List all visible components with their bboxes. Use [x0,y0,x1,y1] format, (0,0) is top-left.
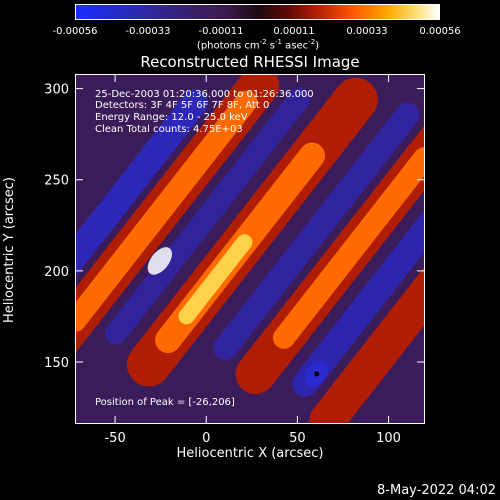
y-tick-label: 200 [44,265,69,280]
y-axis-label: Heliocentric Y (arcsec) [2,177,17,323]
peak-marker [147,247,172,275]
colorbar-tick-label: 0.00033 [346,26,388,37]
heatmap-stripes [76,75,424,423]
heatmap-positive-band [178,234,253,325]
heatmap-svg [76,75,424,423]
minimum-dot [314,371,320,377]
x-tick-label: -50 [104,431,125,446]
x-tick-label: 0 [202,431,210,446]
colorbar-unit: (photons cm-2 s-1 asec-2) [196,38,320,52]
annotation-peak: Position of Peak = [-26,206] [95,397,235,408]
colorbar-tick-label: 0.00011 [273,26,315,37]
colorbar-tick-label: 0.00056 [419,26,461,37]
y-tick-label: 150 [44,356,69,371]
x-tick-label: 100 [376,431,401,446]
heatmap-image [75,74,425,424]
annotation-detectors: Detectors: 3F 4F 5F 6F 7F 8F, Att 0 [95,100,270,111]
heatmap-positive-band [76,90,258,332]
timestamp: 8-May-2022 04:02 [377,483,496,498]
colorbar-tick-label: -0.00033 [125,26,171,37]
colorbar-tick-label: -0.00011 [198,26,244,37]
annotation-clean: Clean Total counts: 4.75E+03 [95,124,243,135]
x-tick-label: 50 [289,431,306,446]
annotation-energy: Energy Range: 12.0 - 25.0 keV [95,112,248,123]
annotation-time: 25-Dec-2003 01:20:36.000 to 01:26:36.000 [95,89,314,100]
heatmap-negative-band [76,89,209,332]
heatmap-positive-band [309,194,424,423]
colorbar-tick-label: -0.00056 [52,26,98,37]
heatmap-negative-band [104,87,311,345]
chart-title: Reconstructed RHESSI Image [140,53,360,71]
colorbar [75,4,440,20]
heatmap-negative-band [292,154,424,397]
y-tick-label: 250 [44,174,69,189]
heatmap-positive-band [272,147,424,349]
heatmap-negative-band [213,102,420,360]
x-axis-label: Heliocentric X (arcsec) [176,446,324,461]
y-tick-label: 300 [44,83,69,98]
